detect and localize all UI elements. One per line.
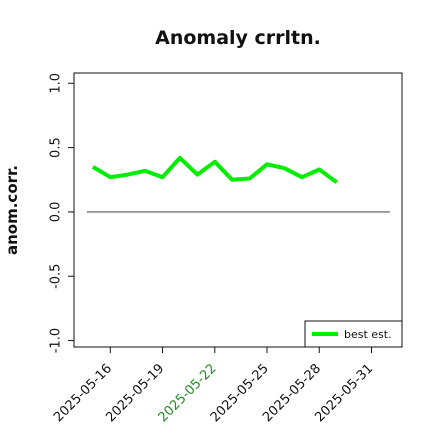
y-tick-label: -1.0: [49, 328, 64, 353]
y-axis-label: anom.corr.: [3, 165, 21, 255]
y-tick-label: -0.5: [49, 264, 64, 289]
plot-frame: [73, 72, 403, 348]
series-layer: [91, 155, 338, 184]
legend-label-best-est: best est.: [344, 328, 392, 341]
series-line-best-est: [91, 155, 338, 184]
x-axis: 2025-05-162025-05-192025-05-222025-05-25…: [51, 347, 376, 425]
y-tick-label: 1.0: [49, 73, 64, 94]
y-axis: -1.0 -0.5 0.0 0.5 1.0: [49, 73, 74, 353]
y-tick-label: 0.5: [49, 137, 64, 158]
chart-title: Anomaly crrltn.: [155, 27, 321, 49]
y-tick-label: 0.0: [49, 202, 64, 223]
legend: best est.: [304, 320, 403, 348]
